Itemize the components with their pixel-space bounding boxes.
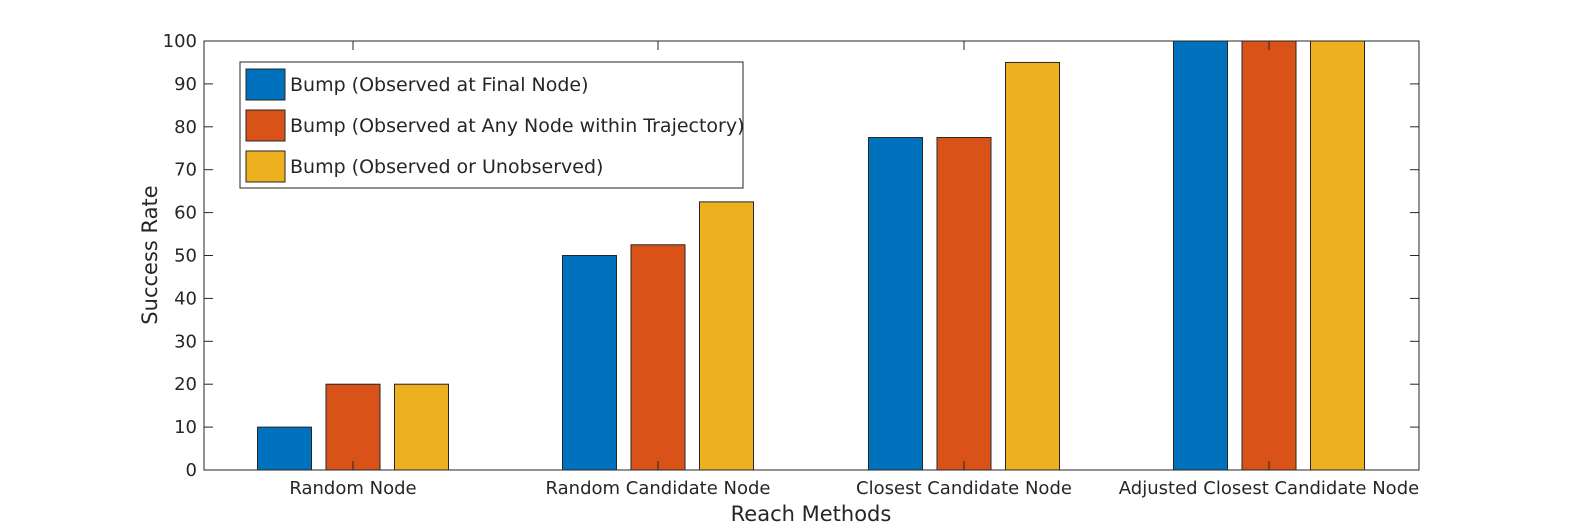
x-tick-label: Random Candidate Node: [546, 478, 771, 499]
x-tick-label: Closest Candidate Node: [856, 478, 1072, 499]
legend-swatch: [245, 109, 286, 142]
y-axis-label: Success Rate: [138, 185, 162, 324]
bar: [699, 201, 754, 471]
bar: [1241, 40, 1297, 471]
y-tick-labels: 0 10 20 30 40 50 60 70 80 90 100: [163, 31, 197, 481]
legend-label: Bump (Observed or Unobserved): [290, 156, 603, 178]
y-tick-label: 70: [174, 160, 197, 181]
y-tick-label: 100: [163, 31, 197, 52]
y-tick-label: 10: [174, 417, 197, 438]
x-axis-label: Reach Methods: [731, 502, 892, 526]
y-tick-label: 90: [174, 74, 197, 95]
legend-label: Bump (Observed at Any Node within Trajec…: [290, 115, 745, 137]
plot-frame: [203, 40, 1420, 471]
bar: [868, 137, 923, 471]
legend-swatch: [245, 68, 286, 101]
bar: [562, 255, 617, 471]
legend-label: Bump (Observed at Final Node): [290, 74, 589, 96]
bar: [1173, 40, 1228, 471]
x-tick-label: Random Node: [289, 478, 416, 499]
bar: [394, 383, 449, 471]
x-tick-labels: Random Node Random Candidate Node Closest …: [289, 478, 1419, 499]
bar: [325, 383, 381, 471]
y-tick-label: 50: [174, 246, 197, 267]
legend-box: [239, 61, 744, 189]
bar: [630, 244, 686, 471]
bars-group: [257, 40, 1365, 471]
bar: [936, 137, 992, 471]
y-tick-label: 80: [174, 117, 197, 138]
y-tick-label: 20: [174, 374, 197, 395]
y-tick-label: 40: [174, 288, 197, 309]
y-tick-label: 30: [174, 331, 197, 352]
bar: [1310, 40, 1365, 471]
bar: [257, 426, 312, 471]
legend-swatch: [245, 150, 286, 183]
bar: [1005, 61, 1060, 471]
legend: Bump (Observed at Final Node) Bump (Obse…: [239, 61, 745, 189]
y-tick-label: 0: [186, 460, 197, 481]
y-tick-label: 60: [174, 203, 197, 224]
x-tick-label: Adjusted Closest Candidate Node: [1119, 478, 1419, 499]
